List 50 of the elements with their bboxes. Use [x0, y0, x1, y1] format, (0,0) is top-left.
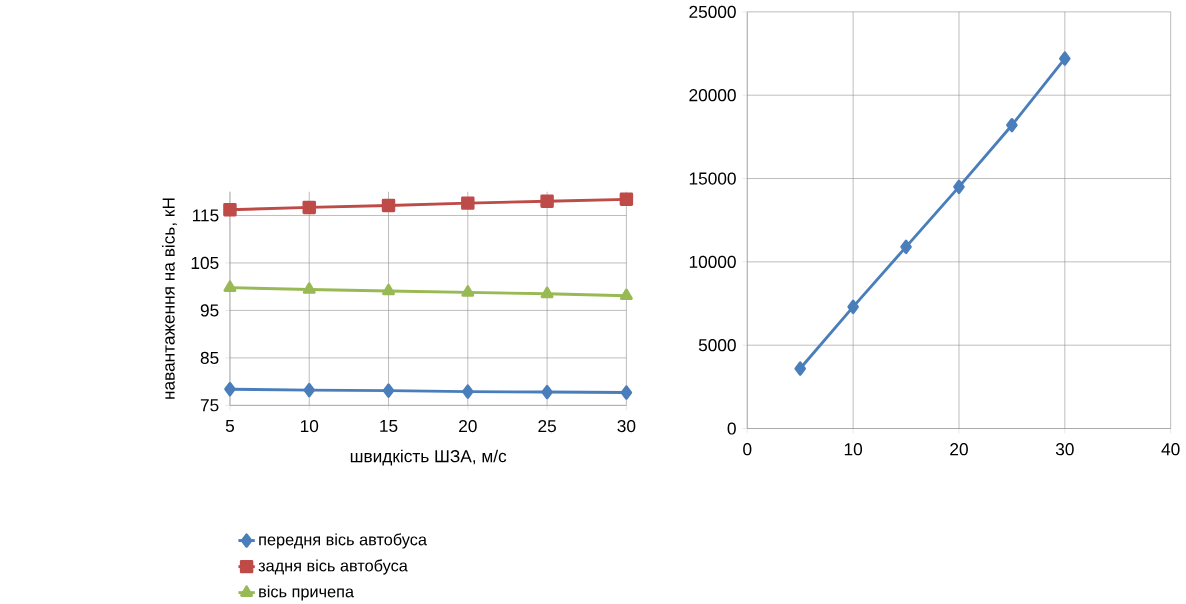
- y-tick-label: 15000: [689, 172, 736, 185]
- x-tick-label: 10: [844, 443, 863, 456]
- point: [540, 286, 554, 299]
- point: [900, 239, 912, 255]
- point: [847, 299, 859, 315]
- point: [224, 382, 236, 397]
- x-tick-label: 20: [950, 443, 968, 456]
- x-tick-label: 0: [743, 443, 752, 456]
- legend-label: вісь причепа: [259, 585, 355, 601]
- point: [794, 361, 806, 376]
- x-tick-label: 5: [225, 420, 235, 433]
- point: [302, 282, 316, 295]
- y-tick-label: 5000: [698, 339, 736, 352]
- point: [620, 385, 633, 400]
- x-axis-title: швидкість ШЗА, м/с: [350, 449, 507, 466]
- y-tick-label: 25000: [689, 5, 736, 19]
- y-tick-label: 10000: [689, 255, 736, 269]
- point: [953, 179, 965, 195]
- x-tick-label: 30: [1055, 443, 1074, 456]
- y-tick-label: 115: [192, 209, 219, 222]
- x-tick-label: 25: [538, 420, 556, 433]
- legend-label: передня вісь автобуса: [259, 533, 427, 549]
- point: [462, 384, 474, 399]
- point: [541, 385, 553, 400]
- point: [223, 280, 237, 293]
- point: [382, 383, 395, 399]
- x-tick-label: 10: [300, 420, 319, 433]
- y-tick-label: 85: [200, 351, 219, 365]
- y-tick-label: 95: [200, 304, 219, 317]
- point: [302, 200, 316, 215]
- y-axis-title: навантаження на вісь, кН: [162, 198, 177, 400]
- point: [619, 288, 633, 301]
- y-tick-label: 105: [191, 257, 219, 270]
- legend-label: задня вісь автобуса: [258, 559, 408, 575]
- point: [303, 383, 316, 398]
- y-tick-label: 75: [200, 399, 219, 412]
- point: [461, 285, 475, 297]
- point: [1059, 51, 1071, 66]
- point: [619, 192, 634, 207]
- point: [223, 203, 237, 217]
- point: [461, 196, 475, 211]
- y-tick-label: 20000: [689, 89, 736, 102]
- point: [1006, 118, 1018, 133]
- point: [540, 194, 554, 209]
- x-tick-label: 40: [1161, 443, 1180, 456]
- point: [381, 198, 396, 213]
- x-tick-label: 15: [380, 420, 398, 433]
- point: [382, 283, 395, 296]
- x-tick-label: 30: [617, 420, 636, 433]
- x-tick-label: 20: [459, 420, 477, 433]
